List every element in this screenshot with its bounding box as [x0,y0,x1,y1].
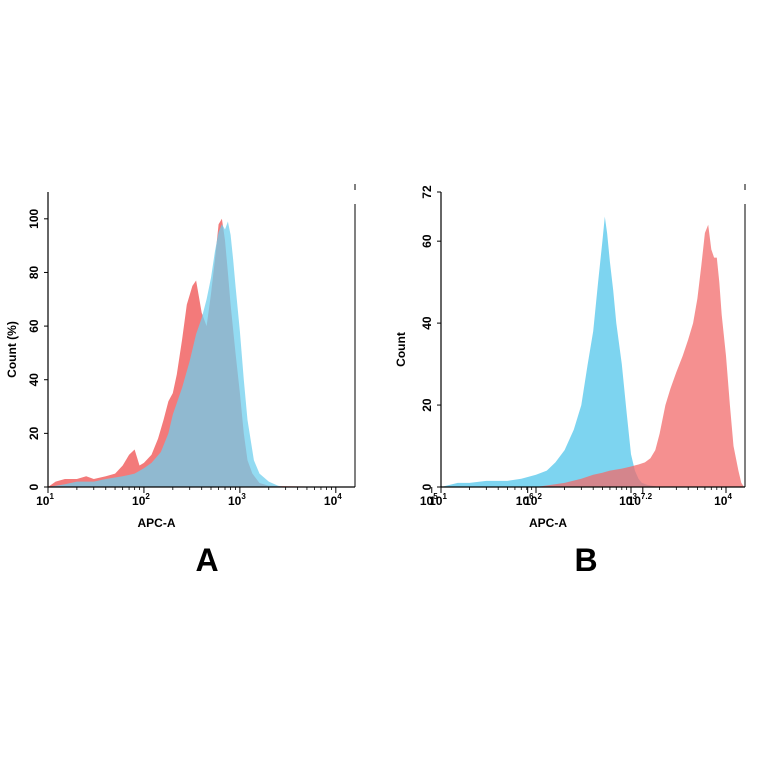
y-tick-label-b-3: 60 [420,234,434,248]
x-tick-label-a-6: 107.2 [628,492,653,508]
x-tick-label-a-2: 103 [228,492,246,508]
x-tick-label-a-3: 104 [324,492,342,508]
y-tick-label-a-0: 0 [27,483,41,490]
x-tick-label-a-4: 105 [420,492,438,508]
panel-a-label: A [195,542,219,578]
x-tick-label-a-1: 102 [132,492,150,508]
y-tick-label-b-2: 40 [420,316,434,330]
x-tick-label-a-5: 106 [516,492,534,508]
x-axis-title-b: APC-A [529,516,567,530]
y-tick-label-b-1: 20 [420,398,434,412]
y-axis-title-a: Count (%) [5,321,19,378]
series-area-b-1 [441,216,660,487]
y-tick-label-a-1: 20 [27,426,41,440]
x-tick-label-b-3: 104 [714,492,732,508]
y-tick-label-b-4: 72 [420,185,434,199]
y-tick-label-a-5: 100 [27,208,41,228]
x-axis-title-a: APC-A [138,516,176,530]
y-tick-label-a-2: 40 [27,373,41,387]
x-tick-label-a-0: 101 [36,492,54,508]
panel-b-label: B [574,542,598,578]
series-area-b-2 [536,224,745,488]
y-tick-label-a-3: 60 [27,319,41,333]
series-area-a-2 [48,221,286,487]
x-tick-label-b-1: 102 [524,492,542,508]
y-tick-label-b-0: 0 [420,483,434,490]
y-axis-title-b: Count [394,332,408,367]
x-tick-label-b-0: 101 [429,492,447,508]
y-tick-label-a-4: 80 [27,265,41,279]
x-tick-label-b-2: 103 [619,492,637,508]
